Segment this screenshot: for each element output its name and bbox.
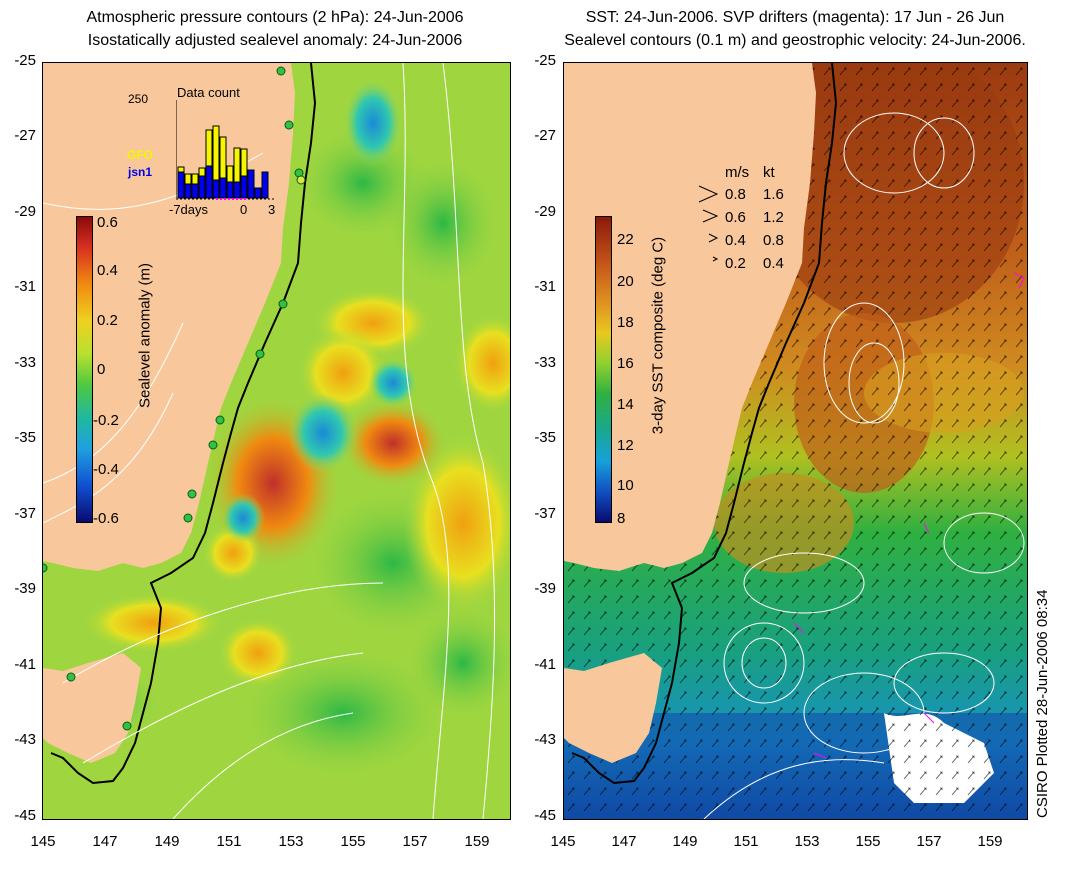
left-xtick: 157 [402, 833, 428, 850]
velocity-legend-ms: 0.4 [725, 232, 746, 249]
left-ytick: -33 [14, 354, 36, 371]
right-ytick: -43 [534, 731, 556, 748]
left-ytick: -31 [14, 278, 36, 295]
right-ytick: -31 [534, 278, 556, 295]
right-title-line2: Sealevel contours (0.1 m) and geostrophi… [564, 32, 1026, 49]
right-ytick: -27 [534, 127, 556, 144]
right-xtick: 159 [977, 833, 1003, 850]
right-xtick: 151 [733, 833, 759, 850]
right-ytick: -41 [534, 656, 556, 673]
left-ytick: -27 [14, 127, 36, 144]
right-ytick: -37 [534, 505, 556, 522]
left-cb-tick: -0.6 [93, 510, 119, 527]
left-xtick: 149 [154, 833, 180, 850]
right-ytick: -29 [534, 203, 556, 220]
left-ytick: -41 [14, 656, 36, 673]
left-ytick: -43 [14, 731, 36, 748]
left-xtick: 145 [30, 833, 56, 850]
left-xtick: 155 [340, 833, 366, 850]
right-ytick: -39 [534, 580, 556, 597]
right-colorbar-label: 3-day SST composite (deg C) [649, 236, 667, 435]
right-sst-map [563, 62, 1028, 820]
right-map-graphic [564, 63, 1027, 819]
left-title-line1: Atmospheric pressure contours (2 hPa): 2… [86, 9, 464, 26]
left-ytick: -35 [14, 429, 36, 446]
left-map-graphic [43, 63, 510, 819]
velocity-legend-ms: 0.2 [725, 255, 746, 272]
right-cb-tick: 10 [617, 477, 634, 494]
left-cb-tick: 0.6 [97, 214, 118, 231]
velocity-legend-ms: 0.6 [725, 209, 746, 226]
right-xtick: 153 [794, 833, 820, 850]
left-cb-tick: 0 [97, 361, 106, 378]
left-xtick: 153 [278, 833, 304, 850]
left-colorbar [76, 216, 93, 523]
right-colorbar [595, 216, 612, 523]
velocity-legend-ms: 0.8 [725, 186, 746, 203]
left-xtick: 151 [216, 833, 242, 850]
inset-series-jsn1: jsn1 [128, 165, 153, 179]
inset-xtick-end: 3 [268, 202, 276, 217]
right-cb-tick: 16 [617, 355, 634, 372]
right-cb-tick: 18 [617, 314, 634, 331]
left-cb-tick: 0.2 [97, 312, 118, 329]
right-cb-tick: 22 [617, 231, 634, 248]
left-ytick: -37 [14, 505, 36, 522]
left-cb-tick: 0.4 [97, 262, 118, 279]
plot-credit: CSIRO Plotted 28-Jun-2006 08:34 [1034, 589, 1051, 818]
left-sealevel-map [42, 62, 511, 820]
inset-histogram [176, 100, 274, 200]
left-cb-tick: -0.4 [93, 461, 119, 478]
right-xtick: 155 [855, 833, 881, 850]
inset-xtick-zero: 0 [240, 202, 248, 217]
left-ytick: -45 [14, 807, 36, 824]
left-xtick: 147 [92, 833, 118, 850]
velocity-legend-header-kt: kt [763, 164, 775, 181]
velocity-legend-kt: 1.6 [763, 186, 784, 203]
right-cb-tick: 8 [617, 510, 626, 527]
velocity-legend-header-ms: m/s [725, 164, 750, 181]
right-ytick: -35 [534, 429, 556, 446]
right-xtick: 149 [672, 833, 698, 850]
right-cb-tick: 14 [617, 396, 634, 413]
right-title-line1: SST: 24-Jun-2006. SVP drifters (magenta)… [585, 9, 1005, 26]
right-ytick: -25 [534, 52, 556, 69]
left-ytick: -39 [14, 580, 36, 597]
right-xtick: 157 [916, 833, 942, 850]
inset-title: Data count [177, 85, 240, 100]
left-xtick: 159 [464, 833, 490, 850]
velocity-legend-kt: 0.4 [763, 255, 784, 272]
right-xtick: 145 [550, 833, 576, 850]
left-title-line2: Isostatically adjusted sealevel anomaly:… [87, 32, 463, 49]
right-xtick: 147 [611, 833, 637, 850]
right-cb-tick: 20 [617, 273, 634, 290]
left-ytick: -29 [14, 203, 36, 220]
velocity-legend-kt: 0.8 [763, 232, 784, 249]
left-ytick: -25 [14, 52, 36, 69]
left-cb-tick: -0.2 [93, 412, 119, 429]
inset-ymax: 250 [128, 92, 149, 106]
velocity-legend-kt: 1.2 [763, 209, 784, 226]
right-cb-tick: 12 [617, 437, 634, 454]
left-colorbar-label: Sealevel anomaly (m) [136, 262, 154, 409]
inset-xtick-start: -7days [169, 202, 209, 217]
velocity-legend-arrows [698, 185, 719, 262]
right-ytick: -45 [534, 807, 556, 824]
inset-series-gfo: GFO [127, 148, 153, 162]
right-ytick: -33 [534, 354, 556, 371]
